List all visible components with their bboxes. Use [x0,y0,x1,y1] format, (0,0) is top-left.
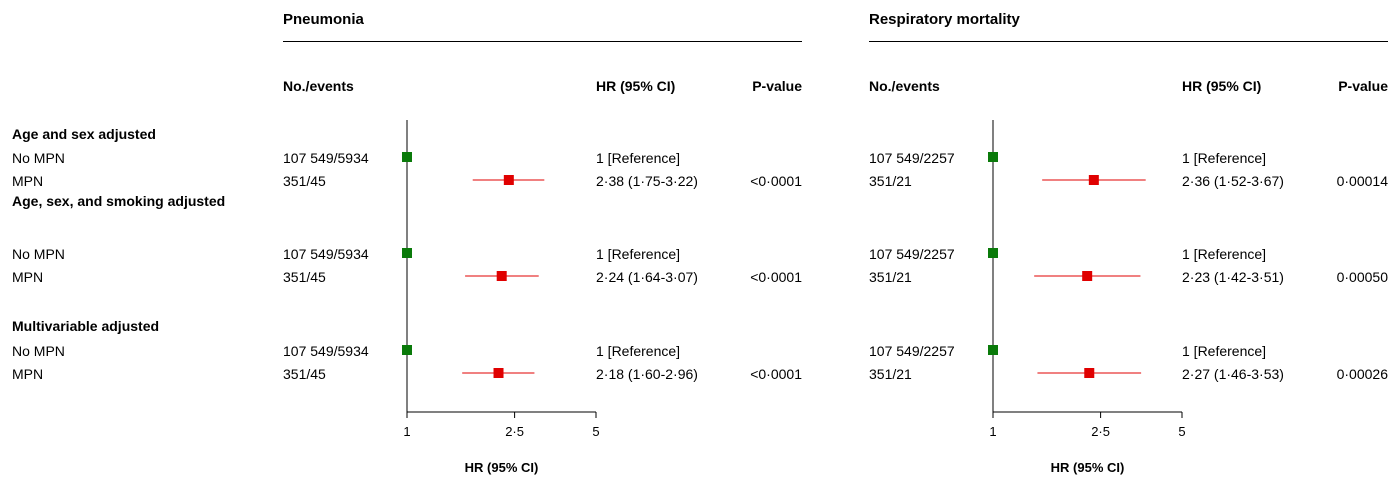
col-header-hr-p0: HR (95% CI) [596,78,676,94]
events-cell: 351/45 [283,366,326,382]
events-cell: 351/21 [869,366,912,382]
p-value-cell: <0·0001 [750,366,802,382]
hr-cell: 2·23 (1·42-3·51) [1182,269,1284,285]
reference-marker [402,345,412,355]
hr-marker [1084,368,1095,378]
x-tick-label: 1 [403,424,410,439]
row-label: No MPN [12,150,65,166]
events-cell: 107 549/5934 [283,246,369,262]
x-axis-title: HR (95% CI) [465,460,539,475]
col-header-events-p0: No./events [283,78,354,94]
hr-cell: 1 [Reference] [1182,246,1267,262]
p-value-cell: <0·0001 [750,269,802,285]
hr-cell: 2·18 (1·60-2·96) [596,366,698,382]
hr-marker [493,368,504,378]
p-value-cell: 0·00050 [1336,269,1388,285]
events-cell: 107 549/2257 [869,150,955,166]
row-label: MPN [12,269,44,285]
reference-marker [988,248,998,258]
x-tick-label: 1 [989,424,996,439]
row-label: No MPN [12,343,65,359]
row-label: No MPN [12,246,65,262]
col-header-p-p1: P-value [1338,78,1388,94]
panel-title-respiratory: Respiratory mortality [869,11,1020,28]
group-heading-age-sex: Age and sex adjusted [12,126,156,142]
hr-cell: 1 [Reference] [596,246,681,262]
col-header-events-p1: No./events [869,78,940,94]
p-value-cell: 0·00014 [1336,173,1388,189]
hr-marker [503,175,514,185]
panel-title-pneumonia: Pneumonia [283,11,364,28]
hr-cell: 1 [Reference] [596,150,681,166]
p-value-cell: <0·0001 [750,173,802,189]
col-header-p-p0: P-value [752,78,802,94]
reference-marker [988,152,998,162]
hr-cell: 1 [Reference] [1182,150,1267,166]
x-tick-label: 2·5 [505,424,524,439]
hr-cell: 1 [Reference] [1182,343,1267,359]
reference-marker [402,152,412,162]
p-value-cell: 0·00026 [1336,366,1388,382]
panel-divider-respiratory [869,41,1388,42]
reference-marker [402,248,412,258]
hr-cell: 2·36 (1·52-3·67) [1182,173,1284,189]
events-cell: 107 549/2257 [869,343,955,359]
hr-cell: 2·24 (1·64-3·07) [596,269,698,285]
events-cell: 351/45 [283,173,326,189]
hr-cell: 2·38 (1·75-3·22) [596,173,698,189]
panel-divider-pneumonia [283,41,802,42]
events-cell: 107 549/2257 [869,246,955,262]
events-cell: 351/21 [869,173,912,189]
x-tick-label: 5 [592,424,599,439]
events-cell: 107 549/5934 [283,150,369,166]
events-cell: 351/45 [283,269,326,285]
events-cell: 351/21 [869,269,912,285]
row-label: MPN [12,173,44,189]
x-tick-label: 5 [1178,424,1185,439]
hr-cell: 2·27 (1·46-3·53) [1182,366,1284,382]
col-header-hr-p1: HR (95% CI) [1182,78,1262,94]
x-tick-label: 2·5 [1091,424,1110,439]
hr-marker [496,271,507,281]
hr-marker [1088,175,1099,185]
row-label: MPN [12,366,44,382]
group-heading-smoking: Age, sex, and smoking adjusted [12,193,226,209]
events-cell: 107 549/5934 [283,343,369,359]
hr-cell: 1 [Reference] [596,343,681,359]
group-heading-multivariable: Multivariable adjusted [12,318,160,334]
reference-marker [988,345,998,355]
x-axis-title: HR (95% CI) [1051,460,1125,475]
hr-marker [1082,271,1093,281]
